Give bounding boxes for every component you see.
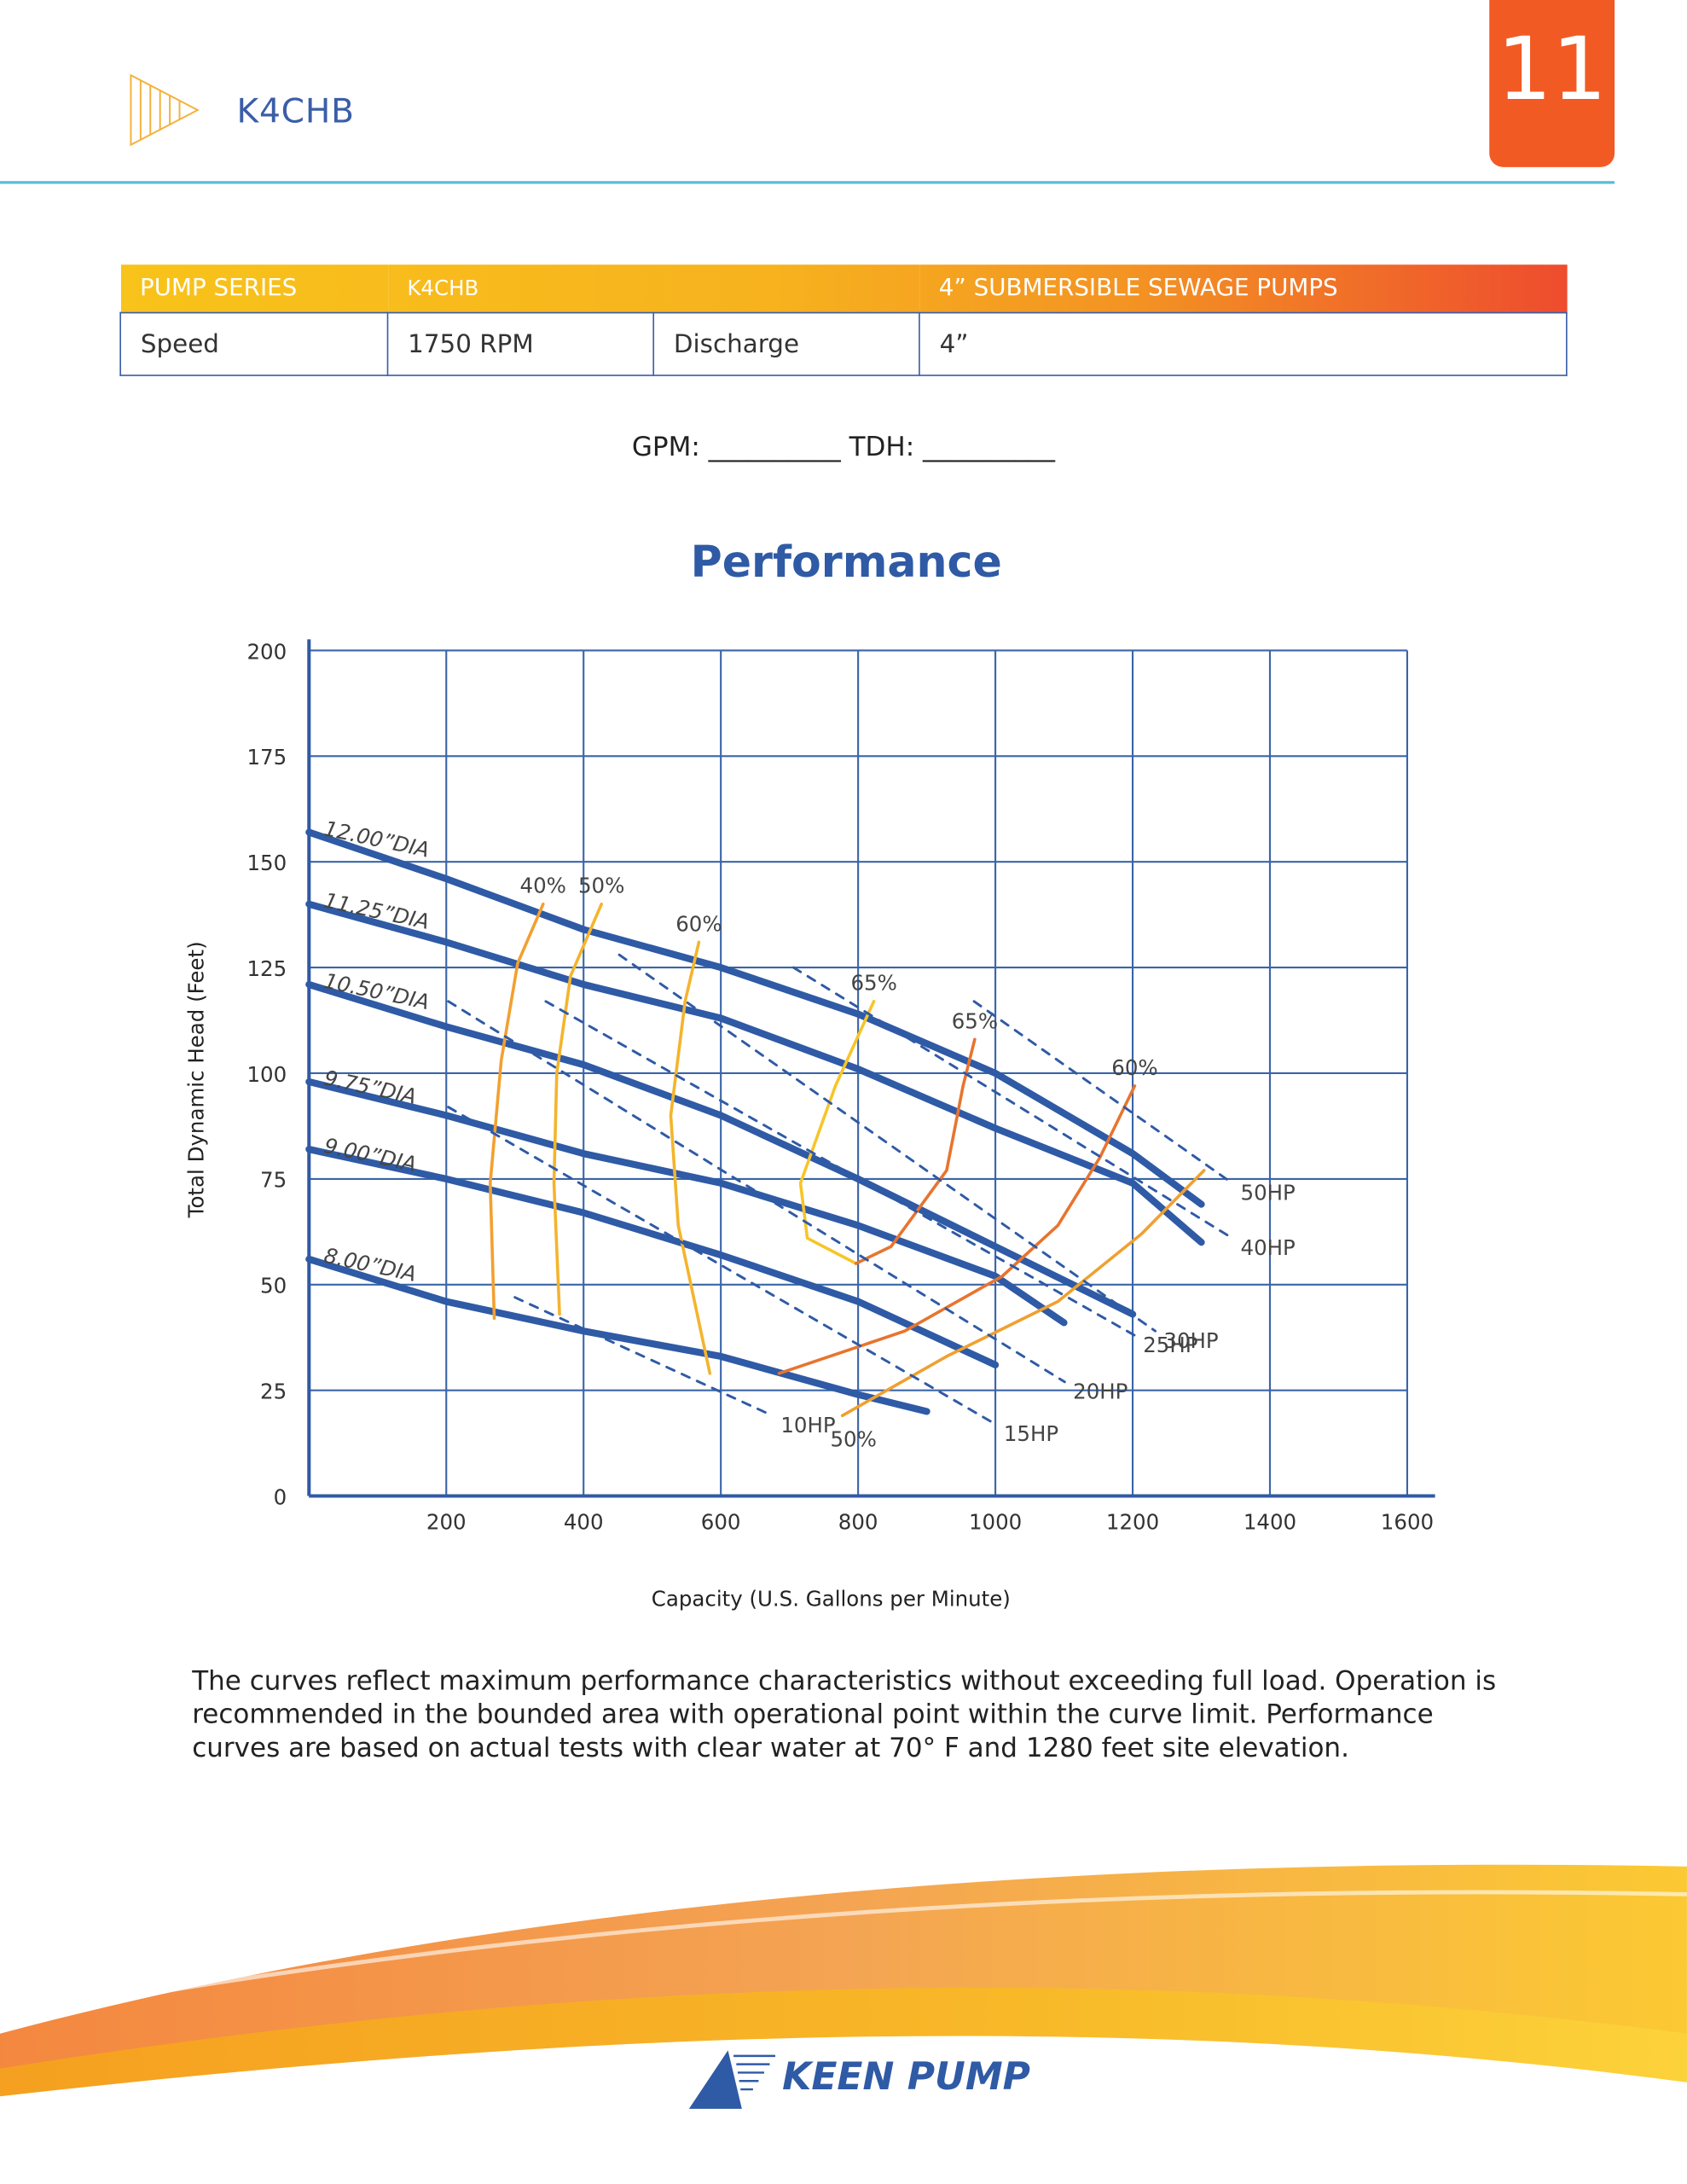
footer-logo <box>688 2050 776 2109</box>
power-curve <box>447 1000 1066 1384</box>
efficiency-curve <box>488 902 545 1321</box>
x-tick-label: 1400 <box>1244 1510 1296 1535</box>
diameter-curve <box>305 828 1205 1208</box>
table-cell: Discharge <box>652 311 920 376</box>
y-tick-label: 75 <box>260 1168 287 1193</box>
table-row: Speed 1750 RPM Discharge 4” <box>119 311 1568 376</box>
x-tick-label: 1000 <box>969 1510 1022 1535</box>
chart-title: Performance <box>691 537 1002 587</box>
x-tick-label: 200 <box>426 1510 467 1535</box>
power-curve <box>972 1000 1234 1185</box>
efficiency-curve <box>669 940 712 1375</box>
form-line: GPM: __________ TDH: __________ <box>631 432 1056 463</box>
y-tick-label: 25 <box>260 1379 287 1403</box>
power-curve <box>791 966 1234 1240</box>
page-number: 11 <box>1489 0 1615 167</box>
curve-label: 30HP <box>1163 1328 1218 1353</box>
diameter-curve <box>305 1077 1068 1327</box>
y-axis-label: Total Dynamic Head (Feet) <box>183 941 208 1218</box>
curve-label: 10HP <box>780 1413 835 1438</box>
footer-swoosh <box>0 1864 1687 2097</box>
header-logo <box>130 73 200 147</box>
power-curve <box>513 1296 774 1417</box>
curve-label: 60% <box>675 911 722 936</box>
curve-label: 50% <box>830 1426 876 1451</box>
x-tick-label: 1600 <box>1381 1510 1434 1535</box>
y-tick-label: 200 <box>246 639 287 664</box>
power-curve <box>617 953 1157 1333</box>
power-curve <box>447 1106 997 1426</box>
table-header-row: PUMP SERIES K4CHB 4” SUBMERSIBLE SEWAGE … <box>120 264 1567 313</box>
curve-label: 50HP <box>1241 1180 1296 1205</box>
x-axis-label: Capacity (U.S. Gallons per Minute) <box>652 1586 1011 1611</box>
curve-label: 65% <box>850 971 896 996</box>
y-tick-label: 175 <box>246 745 287 770</box>
curve-label: 40% <box>520 874 566 898</box>
table-cell: 1750 RPM <box>386 311 655 376</box>
notes: The curves reflect maximum performance c… <box>192 1665 1497 1763</box>
diameter-curve <box>305 1146 1000 1368</box>
curve-label: 11.25”DIA <box>322 888 432 934</box>
table-cell: Speed <box>119 311 389 376</box>
curve-label: 20HP <box>1073 1379 1128 1403</box>
efficiency-curve <box>777 1084 1137 1375</box>
curve-label: 60% <box>1111 1055 1157 1080</box>
y-tick-label: 125 <box>246 956 287 981</box>
efficiency-curve <box>854 1037 977 1265</box>
curve-label: 15HP <box>1004 1421 1058 1446</box>
diameter-curve <box>305 900 1205 1246</box>
diameter-curve <box>305 1255 930 1415</box>
x-tick-label: 800 <box>838 1510 878 1535</box>
header-rule <box>0 181 1615 184</box>
curve-label: 50% <box>578 874 624 898</box>
header-title: K4CHB <box>236 91 355 131</box>
power-curve <box>544 1000 1136 1337</box>
table-cell: PUMP SERIES <box>140 274 298 303</box>
y-tick-label: 0 <box>274 1484 287 1509</box>
curve-label: 40HP <box>1241 1235 1296 1260</box>
diameter-curve <box>305 980 1137 1318</box>
y-tick-label: 100 <box>246 1062 287 1087</box>
x-tick-label: 1200 <box>1106 1510 1159 1535</box>
curve-label: 9.75”DIA <box>322 1066 419 1109</box>
footer-brand: KEEN PUMP <box>782 2055 1030 2100</box>
table-cell: 4” SUBMERSIBLE SEWAGE PUMPS <box>938 274 1338 303</box>
y-tick-label: 150 <box>246 851 287 875</box>
table-cell: 4” <box>919 311 1568 376</box>
spec-table: PUMP SERIES K4CHB 4” SUBMERSIBLE SEWAGE … <box>119 264 1568 376</box>
efficiency-curve <box>798 999 876 1265</box>
table-cell: K4CHB <box>407 276 479 301</box>
x-tick-label: 400 <box>564 1510 604 1535</box>
curve-label: 9.00”DIA <box>322 1133 419 1176</box>
y-tick-label: 50 <box>260 1274 287 1298</box>
x-tick-label: 600 <box>701 1510 741 1535</box>
efficiency-curve <box>552 902 603 1316</box>
curve-label: 25HP <box>1143 1333 1197 1357</box>
